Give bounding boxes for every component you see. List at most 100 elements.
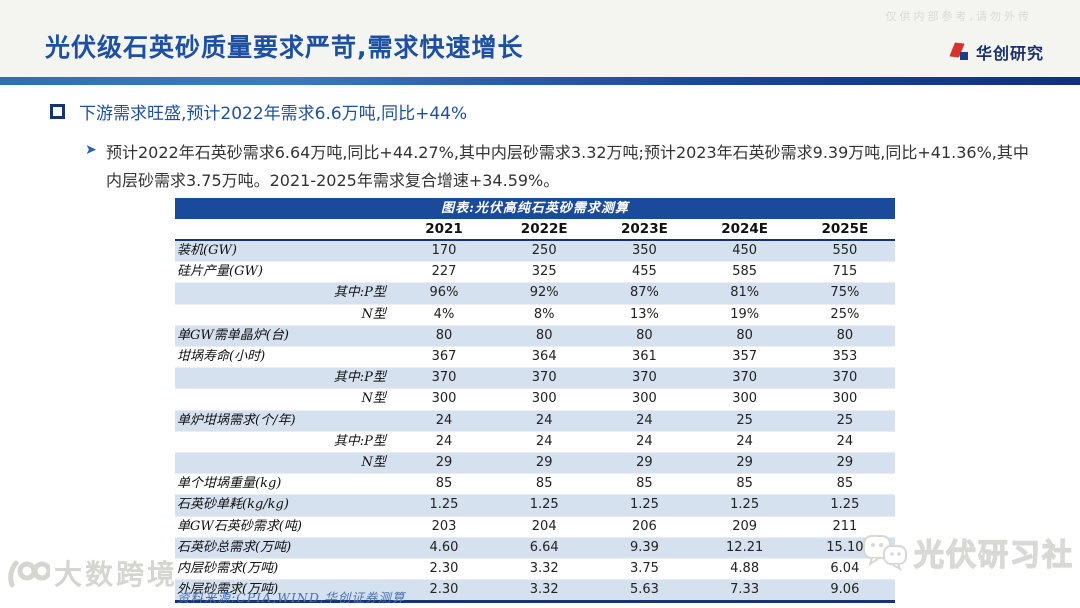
table-row: N型 29 29 29 29 29: [175, 452, 895, 474]
bullet-level2: ➤ 预计2022年石英砂需求6.64万吨,同比+44.27%,其中内层砂需求3.…: [85, 139, 1040, 194]
table-cell: 92%: [529, 285, 559, 301]
table-cell: 24: [836, 433, 854, 449]
table-cell: 9.39: [629, 539, 659, 555]
table-cell: 25: [836, 412, 854, 428]
row-label: 其中:P型: [333, 433, 386, 449]
table-cell: 6.64: [529, 539, 559, 555]
table-row: N型 4% 8% 13% 19% 25%: [175, 304, 895, 326]
table-cell: 300: [732, 391, 758, 407]
table-row: 其中:P型 370 370 370 370 370: [175, 367, 895, 389]
table-row: N型 300 300 300 300 300: [175, 389, 895, 411]
table-cell: 80: [636, 327, 653, 343]
table-cell: 29: [736, 455, 753, 471]
column-header: [175, 219, 394, 241]
table-cell: 80: [836, 327, 854, 343]
table-cell: 353: [832, 349, 858, 365]
table-cell: 370: [531, 370, 557, 386]
watermark-bottom-left: 大数跨境: [6, 553, 178, 593]
wechat-icon: [863, 535, 907, 572]
table-cell: 12.21: [726, 539, 764, 555]
table-cell: 29: [535, 455, 553, 471]
table-cell: 85: [736, 476, 753, 492]
table-cell: 715: [832, 264, 858, 280]
table-cell: 85: [435, 476, 453, 492]
table-cell: 4%: [433, 306, 455, 322]
table-cell: 203: [431, 518, 457, 534]
table-cell: 7.33: [730, 582, 760, 598]
table-cell: 170: [431, 243, 457, 258]
table-cell: 227: [431, 264, 457, 280]
table-cell: 367: [431, 349, 457, 365]
table-row: 硅片产量(GW) 227 325 455 585 715: [175, 262, 895, 283]
page-title: 光伏级石英砂质量要求严苛,需求快速增长: [45, 33, 524, 62]
table-row: 装机(GW) 170 250 350 450 550: [175, 240, 895, 262]
table-cell: 1.25: [429, 497, 459, 513]
table-cell: 96%: [429, 285, 459, 301]
row-label: 外层砂需求(万吨): [177, 582, 279, 598]
table-cell: 5.63: [629, 582, 659, 598]
table-cell: 9.06: [830, 582, 860, 598]
table-row: 其中:P型 96% 92% 87% 81% 75%: [175, 282, 895, 305]
row-label: 单个坩埚重量(kg): [177, 476, 282, 492]
table-row: 外层砂需求(万吨) 2.30 3.32 5.63 7.33 9.06: [175, 579, 895, 602]
table-cell: 357: [732, 349, 758, 365]
row-label: N型: [361, 455, 386, 471]
table-cell: 325: [531, 264, 557, 280]
table-title: 图表:光伏高纯石英砂需求测算: [175, 198, 895, 219]
table-row: 单个坩埚重量(kg) 85 85 85 85 85: [175, 474, 895, 495]
table-cell: 364: [531, 349, 557, 365]
row-label: 石英砂总需求(万吨): [177, 539, 292, 555]
column-header: 2022E: [494, 219, 595, 241]
table-cell: 370: [732, 370, 758, 386]
table-cell: 24: [435, 433, 453, 449]
table-cell: 8%: [533, 306, 555, 322]
bullet-level1-text: 下游需求旺盛,预计2022年需求6.6万吨,同比+44%: [79, 104, 468, 124]
table-cell: 1.25: [529, 497, 559, 513]
watermark-right-text: 光伏研习社: [913, 537, 1074, 573]
table-cell: 300: [632, 391, 657, 407]
table-cell: 25: [736, 412, 753, 428]
row-label: 硅片产量(GW): [177, 264, 263, 280]
table-cell: 350: [632, 243, 657, 258]
table-cell: 4.60: [429, 539, 459, 555]
table-cell: 25%: [830, 306, 860, 322]
table-cell: 300: [431, 391, 457, 407]
table-cell: 370: [632, 370, 657, 386]
confidential-watermark: 仅供内部参考,请勿外传: [885, 10, 1032, 23]
brand-name: 华创研究: [975, 44, 1044, 63]
table-cell: 585: [732, 264, 758, 280]
table-cell: 361: [632, 349, 657, 365]
table-cell: 3.32: [529, 561, 559, 577]
table-row: 石英砂总需求(万吨) 4.60 6.64 9.39 12.21 15.10: [175, 537, 895, 559]
table-cell: 1.25: [730, 497, 760, 513]
row-label: 装机(GW): [177, 243, 237, 258]
table-cell: 1.25: [629, 497, 659, 513]
table-header-row: 2021 2022E 2023E 2024E 2025E: [175, 219, 895, 241]
table-cell: 24: [636, 433, 653, 449]
column-header: 2023E: [594, 219, 695, 241]
source-note: 资料来源:CPIA,WIND,华创证券测算: [177, 590, 406, 605]
table-cell: 19%: [730, 306, 760, 322]
row-label: 其中:P型: [333, 370, 386, 386]
table-cell: 370: [431, 370, 457, 386]
table-cell: 209: [732, 518, 758, 534]
row-label: N型: [361, 391, 386, 407]
table-row: 单GW石英砂需求(吨) 203 204 206 209 211: [175, 516, 895, 538]
row-label: 坩埚寿命(小时): [177, 349, 266, 365]
table-cell: 3.75: [629, 561, 659, 577]
table-cell: 24: [636, 412, 653, 428]
column-header: 2024E: [694, 219, 795, 241]
table-cell: 450: [732, 243, 758, 258]
table-cell: 29: [836, 455, 854, 471]
row-label: N型: [361, 306, 386, 322]
table-cell: 206: [632, 518, 657, 534]
table-cell: 4.88: [730, 561, 760, 577]
table-cell: 1.25: [830, 497, 860, 513]
watermark-left-text: 大数跨境: [54, 558, 179, 591]
column-header: 2025E: [794, 219, 895, 241]
table-cell: 24: [535, 412, 553, 428]
table-row: 单炉坩埚需求(个/年) 24 24 24 25 25: [175, 410, 895, 432]
table-row: 其中:P型 24 24 24 24 24: [175, 431, 895, 453]
table-cell: 2.30: [429, 582, 459, 598]
